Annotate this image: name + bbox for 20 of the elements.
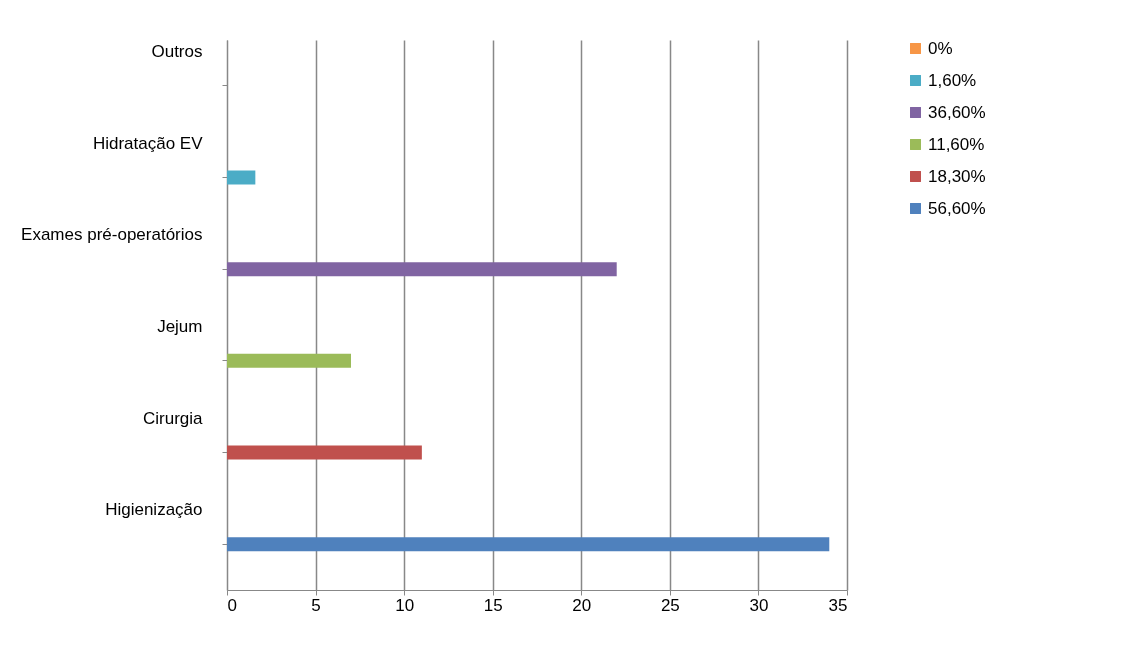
legend-label: 11,60% xyxy=(928,134,985,154)
y-tick-label: Exames pré-operatórios xyxy=(21,225,203,245)
x-tick-label: 10 xyxy=(395,595,415,615)
x-tick-label: 25 xyxy=(660,595,680,615)
y-tick-label: Hidratação EV xyxy=(92,133,204,153)
x-tick-label: 0 xyxy=(227,595,237,615)
legend-label: 0% xyxy=(928,38,953,58)
y-tick-label: Outros xyxy=(151,41,203,61)
legend-label: 18,30% xyxy=(928,166,986,186)
legend-label: 56,60% xyxy=(928,198,986,218)
x-tick-label: 15 xyxy=(483,595,503,615)
x-tick-label: 35 xyxy=(828,595,848,615)
x-tick-label: 20 xyxy=(572,595,592,615)
y-tick-label: Jejum xyxy=(157,316,203,336)
x-tick-label: 30 xyxy=(749,595,769,615)
y-tick-label: Higienização xyxy=(105,500,203,520)
x-tick-label: 5 xyxy=(311,595,321,615)
legend-label: 1,60% xyxy=(928,70,977,90)
y-tick-label: Cirurgia xyxy=(142,408,204,428)
legend-label: 36,60% xyxy=(928,102,986,122)
